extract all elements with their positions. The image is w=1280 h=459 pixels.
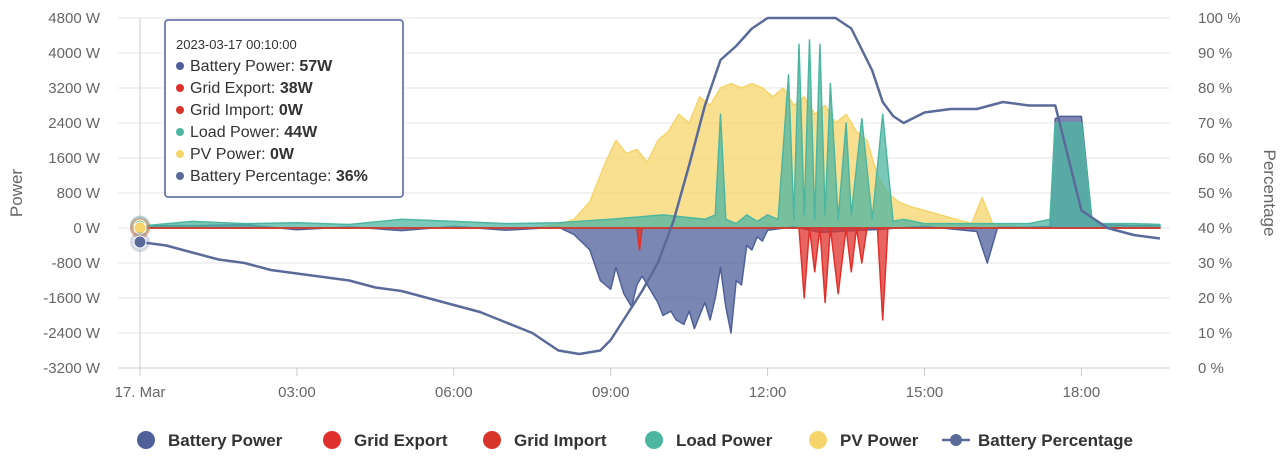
x-tick-label-5: 15:00 [906, 384, 944, 401]
tooltip-row-value-battery_percentage: 36% [336, 168, 368, 185]
tooltip-dot-pv_power [176, 150, 184, 158]
legend-label-pv_power: PV Power [840, 431, 919, 450]
series-layer [130, 16, 1161, 368]
y-right-tick-label-1: 10 % [1198, 325, 1232, 342]
y-left-tick-label-2: -1600 W [43, 290, 101, 307]
y-left-tick-label-4: 0 W [73, 220, 101, 237]
y-right-tick-label-7: 70 % [1198, 115, 1232, 132]
tooltip-row-battery_power: Battery Power: 57W [190, 58, 333, 75]
y-right-tick-label-0: 0 % [1198, 360, 1224, 377]
tooltip-dot-grid_export [176, 84, 184, 92]
tooltip-row-value-battery_power: 57W [299, 58, 333, 75]
legend-label-battery_percentage: Battery Percentage [978, 431, 1133, 450]
tooltip-row-label-battery_percentage: Battery Percentage: [190, 168, 336, 185]
legend-marker-pv_power [809, 431, 827, 449]
series-line-battery_percentage [139, 16, 1161, 356]
legend-item-grid_import: Grid Import [483, 431, 607, 450]
hover-marker-pv_power [133, 221, 147, 235]
legend-marker-grid_import [483, 431, 501, 449]
tooltip-row-label-grid_export: Grid Export: [190, 80, 280, 97]
y-left-tick-label-0: -3200 W [43, 360, 101, 377]
y-right-tick-label-5: 50 % [1198, 185, 1232, 202]
series-area-pv_power [139, 82, 1161, 229]
x-tick-label-3: 09:00 [592, 384, 630, 401]
y-right-tick-label-2: 20 % [1198, 290, 1232, 307]
y-left-tick-label-6: 1600 W [48, 150, 101, 167]
legend-item-battery_percentage: Battery Percentage [942, 431, 1133, 450]
y-left-tick-label-3: -800 W [52, 255, 101, 272]
legend-marker-load_power [645, 431, 663, 449]
x-tick-label-0: 17. Mar [115, 384, 166, 401]
legend-item-grid_export: Grid Export [323, 431, 448, 450]
y-left-tick-label-7: 2400 W [48, 115, 101, 132]
tooltip: 2023-03-17 00:10:00 Battery Power: 57W Gri… [164, 19, 404, 198]
tooltip-row-value-load_power: 44W [284, 124, 318, 141]
tooltip-header: 2023-03-17 00:10:00 [176, 37, 297, 52]
tooltip-row-grid_export: Grid Export: 38W [190, 80, 314, 97]
legend-item-battery_power: Battery Power [137, 431, 283, 450]
tooltip-row-label-load_power: Load Power: [190, 124, 284, 141]
hover-marker-battery_percentage [133, 235, 147, 249]
x-tick-label-2: 06:00 [435, 384, 473, 401]
legend-label-grid_import: Grid Import [514, 431, 607, 450]
y-left-axis-title: Power [7, 169, 26, 218]
y-left-tick-label-8: 3200 W [48, 80, 101, 97]
y-left-tick-label-5: 800 W [57, 185, 101, 202]
legend-label-load_power: Load Power [676, 431, 773, 450]
y-right-tick-label-3: 30 % [1198, 255, 1232, 272]
tooltip-dot-grid_import [176, 106, 184, 114]
tooltip-row-battery_percentage: Battery Percentage: 36% [190, 168, 368, 185]
legend: Battery Power Grid Export Grid Import Load … [137, 431, 1133, 450]
tooltip-dot-battery_percentage [176, 172, 184, 180]
legend-item-load_power: Load Power [645, 431, 773, 450]
tooltip-row-label-battery_power: Battery Power: [190, 58, 299, 75]
tooltip-row-value-grid_export: 38W [280, 80, 314, 97]
y-right-axis-title: Percentage [1260, 150, 1279, 237]
legend-item-pv_power: PV Power [809, 431, 919, 450]
series-area-load_power [139, 39, 1161, 229]
y-right-tick-label-10: 100 % [1198, 10, 1241, 27]
legend-marker-grid_export [323, 431, 341, 449]
legend-marker-battery_power [137, 431, 155, 449]
tooltip-row-grid_import: Grid Import: 0W [190, 102, 304, 119]
x-tick-label-1: 03:00 [278, 384, 316, 401]
y-right-tick-label-8: 80 % [1198, 80, 1232, 97]
tooltip-row-label-grid_import: Grid Import: [190, 102, 279, 119]
tooltip-box [164, 19, 404, 198]
y-right-tick-label-9: 90 % [1198, 45, 1232, 62]
legend-marker-battery_percentage [950, 434, 962, 446]
y-right-tick-label-6: 60 % [1198, 150, 1232, 167]
tooltip-row-pv_power: PV Power: 0W [190, 146, 295, 163]
tooltip-row-value-grid_import: 0W [279, 102, 304, 119]
y-right-tick-label-4: 40 % [1198, 220, 1232, 237]
tooltip-dot-battery_power [176, 62, 184, 70]
legend-label-battery_power: Battery Power [168, 431, 283, 450]
y-left-tick-label-10: 4800 W [48, 10, 101, 27]
tooltip-row-value-pv_power: 0W [270, 146, 295, 163]
y-left-tick-label-9: 4000 W [48, 45, 101, 62]
tooltip-row-load_power: Load Power: 44W [190, 124, 318, 141]
tooltip-dot-load_power [176, 128, 184, 136]
x-tick-label-6: 18:00 [1063, 384, 1101, 401]
legend-label-grid_export: Grid Export [354, 431, 448, 450]
tooltip-row-label-pv_power: PV Power: [190, 146, 270, 163]
axis-layer: -3200 W -2400 W -1600 W -800 W 0 W 800 W 1600 … [7, 10, 1279, 401]
y-left-tick-label-1: -2400 W [43, 325, 101, 342]
x-tick-label-4: 12:00 [749, 384, 787, 401]
